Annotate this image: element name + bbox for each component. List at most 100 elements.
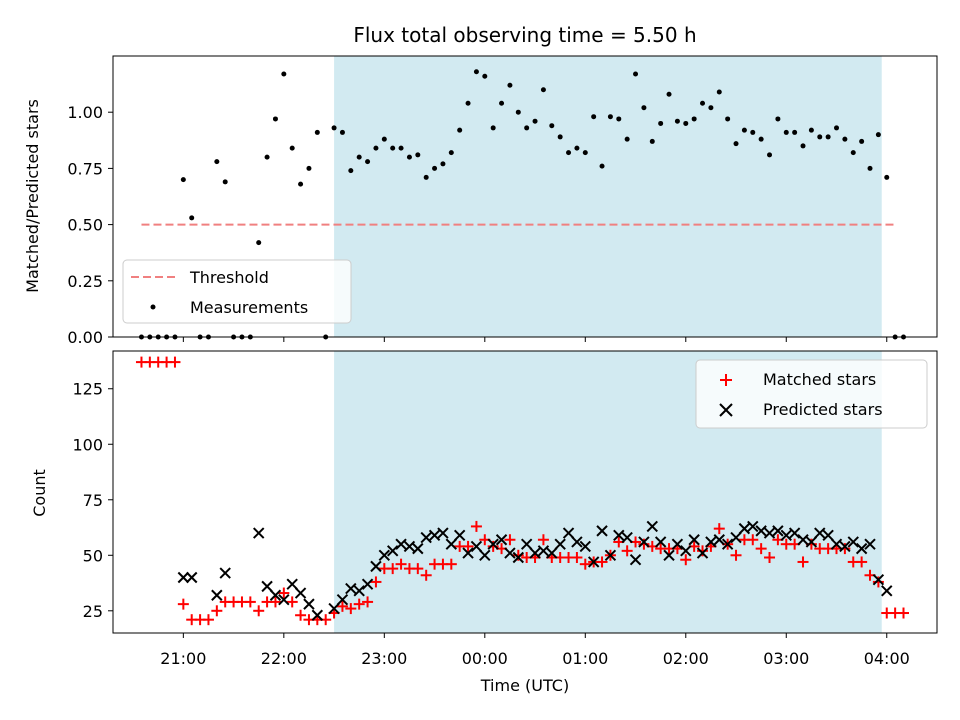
predicted-star-point [269, 589, 282, 601]
measurement-point [591, 114, 597, 120]
x-tick-label: 02:00 [663, 649, 709, 668]
predicted-star-point [253, 527, 265, 539]
predicted-star-point [495, 534, 508, 546]
predicted-star-point [353, 585, 365, 597]
predicted-star-point [211, 589, 223, 601]
matched-star-point [412, 563, 424, 575]
measurement-point [465, 100, 471, 106]
predicted-star-point [554, 538, 566, 550]
predicted-star-point [437, 527, 449, 539]
predicted-star-point [839, 540, 851, 553]
predicted-star-point [261, 580, 273, 593]
predicted-star-point [872, 574, 885, 586]
bottom-axes-frame [112, 350, 938, 634]
predicted-star-point [613, 529, 625, 542]
predicted-star-point [629, 554, 642, 566]
measurement-point [834, 125, 840, 131]
measurement-point [725, 116, 731, 122]
predicted-star-point [881, 585, 893, 597]
matched-star-point [621, 545, 633, 557]
predicted-star-point [596, 525, 608, 537]
measurement-point [867, 165, 873, 171]
top-measurement-points [138, 69, 907, 340]
measurement-point [356, 154, 362, 160]
matched-star-point [504, 534, 516, 546]
predicted-star-point [671, 538, 684, 550]
measurement-point [381, 136, 387, 142]
predicted-star-point [278, 593, 290, 606]
matched-star-point [345, 603, 357, 615]
matched-star-point [370, 576, 382, 588]
measurement-point [850, 150, 856, 156]
measurement-point [733, 141, 739, 147]
matched-star-point [872, 576, 884, 588]
x-tick-label: 01:00 [562, 649, 608, 668]
matched-star-point [764, 552, 776, 564]
matched-star-point [713, 523, 725, 535]
y-tick-label: 0.00 [67, 328, 103, 347]
legend-matched-label: Matched stars [763, 370, 876, 389]
predicted-star-point [788, 527, 801, 539]
matched-star-point [470, 520, 482, 532]
predicted-star-point [470, 540, 483, 553]
measurement-point [574, 145, 580, 151]
legend-measurements-swatch [150, 304, 156, 310]
measurement-point [641, 105, 647, 111]
predicted-star-point [219, 567, 231, 579]
measurement-point [658, 120, 664, 126]
predicted-star-point [730, 531, 742, 544]
matched-star-point [169, 356, 181, 368]
bottom-y-axis-label: Count [30, 469, 49, 517]
measurement-point [448, 150, 454, 156]
predicted-star-point [814, 527, 826, 539]
measurement-point [633, 71, 639, 77]
measurement-point [398, 145, 404, 151]
measurement-point [256, 240, 262, 246]
predicted-star-point [177, 571, 190, 584]
measurement-point [758, 136, 764, 142]
top-legend: Threshold Measurements [122, 259, 352, 324]
measurement-point [549, 123, 555, 129]
predicted-star-point [805, 536, 818, 548]
measurement-point [884, 174, 890, 180]
bottom-panel: 25 50 75 100 125 21:00 22:00 23:00 00:00 01:00 02… [30, 350, 938, 695]
chart-title: Flux total observing time = 5.50 h [353, 23, 696, 47]
measurement-point [700, 100, 706, 106]
y-tick-label: 125 [72, 380, 103, 399]
predicted-star-point [504, 547, 516, 559]
predicted-star-point [830, 538, 843, 550]
measurement-point [649, 138, 655, 144]
matched-star-point [680, 554, 692, 566]
predicted-star-point [403, 540, 416, 553]
matched-star-point [697, 545, 709, 557]
predicted-star-point [696, 547, 709, 559]
predicted-star-point [529, 547, 541, 559]
predicted-star-point [747, 520, 759, 533]
measurement-point [817, 134, 823, 140]
measurement-point [825, 134, 831, 140]
measurement-point [582, 150, 588, 156]
matched-star-point [596, 556, 608, 568]
measurement-point [557, 134, 563, 140]
matched-star-point [177, 598, 189, 610]
y-tick-label: 0.75 [67, 159, 103, 178]
measurement-point [189, 215, 195, 221]
predicted-star-point [663, 549, 675, 561]
bottom-y-ticks: 25 50 75 100 125 [72, 380, 113, 621]
matched-star-point [211, 605, 223, 617]
matched-star-point [462, 540, 474, 552]
measurement-point [859, 138, 865, 144]
x-tick-label: 03:00 [763, 649, 809, 668]
bottom-legend-box [695, 359, 928, 429]
predicted-star-point [336, 593, 349, 606]
legend-threshold-label: Threshold [189, 268, 269, 287]
matched-star-point [286, 596, 298, 608]
measurement-point [499, 100, 505, 106]
measurement-point [406, 154, 412, 160]
matched-star-point [512, 549, 524, 561]
predicted-star-point [621, 531, 633, 544]
measurement-point [875, 132, 881, 138]
predicted-star-point [286, 578, 298, 590]
measurement-point [775, 116, 781, 122]
predicted-star-point [705, 536, 717, 548]
